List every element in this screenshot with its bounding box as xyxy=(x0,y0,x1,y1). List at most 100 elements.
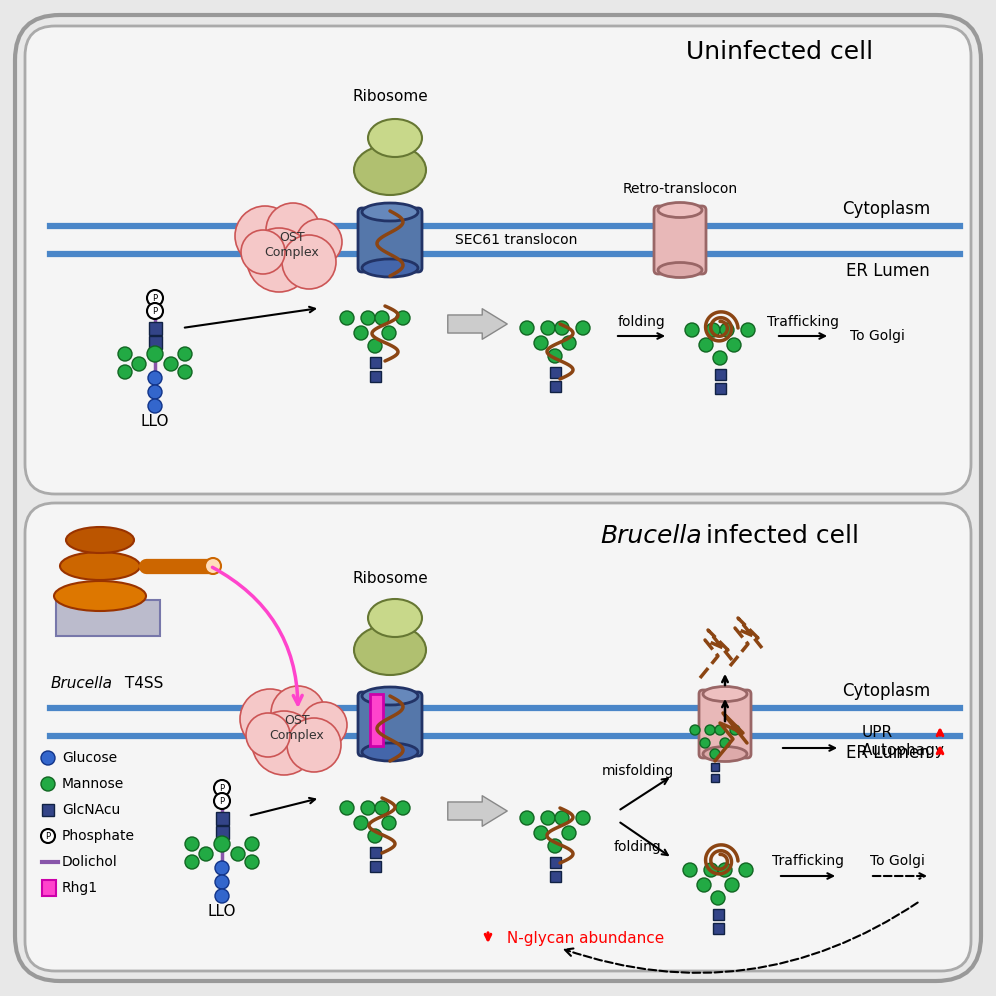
Text: LLO: LLO xyxy=(208,904,236,919)
Circle shape xyxy=(214,793,230,809)
Circle shape xyxy=(375,311,389,325)
Bar xyxy=(711,774,719,782)
Circle shape xyxy=(301,702,347,748)
Bar xyxy=(42,880,56,896)
Bar xyxy=(714,382,725,393)
Circle shape xyxy=(396,311,410,325)
Circle shape xyxy=(548,349,562,363)
Ellipse shape xyxy=(54,581,146,611)
Circle shape xyxy=(164,357,178,371)
Circle shape xyxy=(361,311,375,325)
Circle shape xyxy=(715,725,725,735)
Text: Cytoplasm: Cytoplasm xyxy=(842,200,930,218)
Circle shape xyxy=(541,321,555,335)
Circle shape xyxy=(287,718,341,772)
Circle shape xyxy=(361,801,375,815)
Text: Ribosome: Ribosome xyxy=(353,571,428,586)
Text: UPR: UPR xyxy=(862,724,893,739)
Ellipse shape xyxy=(362,687,418,705)
Circle shape xyxy=(711,891,725,905)
Text: Trafficking: Trafficking xyxy=(767,315,839,329)
Text: Trafficking: Trafficking xyxy=(772,854,844,868)
Circle shape xyxy=(396,801,410,815)
Circle shape xyxy=(185,855,199,869)
Circle shape xyxy=(241,230,285,274)
Bar xyxy=(711,763,719,771)
Circle shape xyxy=(41,777,55,791)
Circle shape xyxy=(247,228,311,292)
FancyBboxPatch shape xyxy=(25,503,971,971)
FancyBboxPatch shape xyxy=(25,26,971,494)
Text: Rhg1: Rhg1 xyxy=(62,881,99,895)
Ellipse shape xyxy=(368,599,422,637)
Circle shape xyxy=(368,829,382,843)
Text: Ribosome: Ribosome xyxy=(353,89,428,104)
Text: misfolding: misfolding xyxy=(602,764,674,778)
Circle shape xyxy=(697,878,711,892)
Text: Mannose: Mannose xyxy=(62,777,124,791)
Circle shape xyxy=(699,338,713,352)
Bar xyxy=(370,371,380,381)
Circle shape xyxy=(231,847,245,861)
Circle shape xyxy=(710,749,720,759)
Bar xyxy=(714,369,725,379)
Circle shape xyxy=(382,816,396,830)
Circle shape xyxy=(548,839,562,853)
Circle shape xyxy=(562,826,576,840)
Text: P: P xyxy=(152,294,157,303)
Circle shape xyxy=(118,365,132,379)
Ellipse shape xyxy=(60,552,140,580)
Circle shape xyxy=(741,323,755,337)
Bar xyxy=(370,847,380,858)
Circle shape xyxy=(215,875,229,889)
Circle shape xyxy=(368,339,382,353)
Circle shape xyxy=(720,323,734,337)
Ellipse shape xyxy=(703,686,747,701)
Ellipse shape xyxy=(658,263,702,278)
Bar xyxy=(550,380,561,391)
Circle shape xyxy=(700,738,710,748)
Circle shape xyxy=(178,347,192,361)
Circle shape xyxy=(282,235,336,289)
Ellipse shape xyxy=(354,625,426,675)
Circle shape xyxy=(739,863,753,877)
Circle shape xyxy=(713,351,727,365)
Circle shape xyxy=(245,855,259,869)
Text: P: P xyxy=(219,784,224,793)
Circle shape xyxy=(214,836,230,852)
Text: Autophagy: Autophagy xyxy=(862,742,945,758)
Bar xyxy=(370,861,380,872)
Circle shape xyxy=(147,290,163,306)
Text: Uninfected cell: Uninfected cell xyxy=(686,40,873,64)
Circle shape xyxy=(118,347,132,361)
Circle shape xyxy=(685,323,699,337)
Circle shape xyxy=(266,203,320,257)
Ellipse shape xyxy=(362,259,418,277)
Ellipse shape xyxy=(658,202,702,217)
FancyBboxPatch shape xyxy=(358,692,422,756)
Text: OST
Complex: OST Complex xyxy=(265,231,320,259)
Text: ER Lumen: ER Lumen xyxy=(847,262,930,280)
Circle shape xyxy=(132,357,146,371)
Circle shape xyxy=(340,801,354,815)
Circle shape xyxy=(520,811,534,825)
Circle shape xyxy=(147,346,163,362)
Bar xyxy=(550,367,561,377)
Text: T4SS: T4SS xyxy=(120,676,163,691)
Circle shape xyxy=(534,826,548,840)
Circle shape xyxy=(725,878,739,892)
Text: Glucose: Glucose xyxy=(62,751,118,765)
FancyBboxPatch shape xyxy=(358,208,422,272)
Circle shape xyxy=(41,829,55,843)
Text: To Golgi: To Golgi xyxy=(870,854,925,868)
Bar xyxy=(148,336,161,349)
Bar xyxy=(550,857,561,868)
Text: LLO: LLO xyxy=(140,414,169,429)
Circle shape xyxy=(705,725,715,735)
Ellipse shape xyxy=(354,145,426,195)
Circle shape xyxy=(148,385,162,399)
Circle shape xyxy=(354,816,368,830)
Text: infected cell: infected cell xyxy=(698,524,859,548)
Circle shape xyxy=(246,713,290,757)
Circle shape xyxy=(41,751,55,765)
